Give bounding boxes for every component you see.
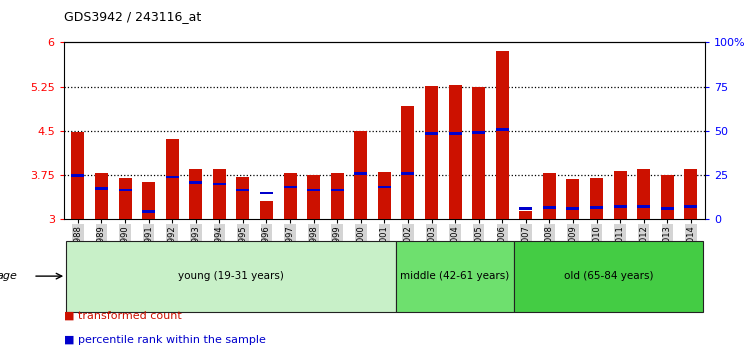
Bar — [401, 172, 415, 175]
Bar — [590, 206, 603, 209]
Bar — [684, 205, 698, 208]
Text: middle (42-61 years): middle (42-61 years) — [400, 271, 510, 281]
Bar — [425, 132, 438, 135]
Bar — [448, 132, 461, 135]
Text: old (65-84 years): old (65-84 years) — [563, 271, 653, 281]
FancyBboxPatch shape — [66, 241, 396, 312]
Bar — [331, 189, 344, 192]
Bar — [448, 85, 461, 219]
Bar — [142, 182, 155, 219]
Text: GDS3942 / 243116_at: GDS3942 / 243116_at — [64, 10, 201, 23]
Bar — [236, 177, 250, 219]
Bar — [378, 185, 391, 188]
Bar — [472, 131, 485, 134]
Bar — [118, 178, 131, 219]
Bar — [684, 169, 698, 219]
Bar — [284, 173, 296, 219]
Bar — [260, 192, 273, 194]
Bar — [213, 183, 226, 185]
Text: young (19-31 years): young (19-31 years) — [178, 271, 284, 281]
Bar — [284, 185, 296, 188]
FancyBboxPatch shape — [396, 241, 514, 312]
Text: ■ percentile rank within the sample: ■ percentile rank within the sample — [64, 335, 266, 345]
Bar — [308, 189, 320, 192]
Bar — [590, 178, 603, 219]
Bar — [166, 139, 178, 219]
Bar — [95, 187, 108, 190]
Bar — [496, 51, 508, 219]
Bar — [566, 179, 580, 219]
Bar — [472, 87, 485, 219]
Bar — [614, 205, 626, 208]
Bar — [543, 173, 556, 219]
Bar — [213, 169, 226, 219]
Bar — [519, 211, 532, 219]
Bar — [189, 182, 202, 184]
FancyBboxPatch shape — [514, 241, 703, 312]
Bar — [260, 201, 273, 219]
Bar — [95, 173, 108, 219]
Bar — [378, 172, 391, 219]
Bar — [566, 207, 580, 210]
Bar — [118, 189, 131, 192]
Bar — [189, 169, 202, 219]
Text: age: age — [0, 271, 17, 281]
Bar — [354, 131, 368, 219]
Bar — [496, 129, 508, 131]
Bar — [236, 189, 250, 192]
Bar — [71, 132, 85, 219]
Bar — [638, 205, 650, 208]
Bar — [354, 172, 368, 175]
Bar — [614, 171, 626, 219]
Bar — [661, 207, 674, 210]
Bar — [71, 174, 85, 177]
Text: ■ transformed count: ■ transformed count — [64, 310, 182, 320]
Bar — [331, 173, 344, 219]
Bar — [638, 169, 650, 219]
Bar — [661, 175, 674, 219]
Bar — [543, 206, 556, 209]
Bar — [519, 207, 532, 210]
Bar — [425, 86, 438, 219]
Bar — [401, 105, 415, 219]
Bar — [166, 176, 178, 178]
Bar — [308, 175, 320, 219]
Bar — [142, 210, 155, 213]
